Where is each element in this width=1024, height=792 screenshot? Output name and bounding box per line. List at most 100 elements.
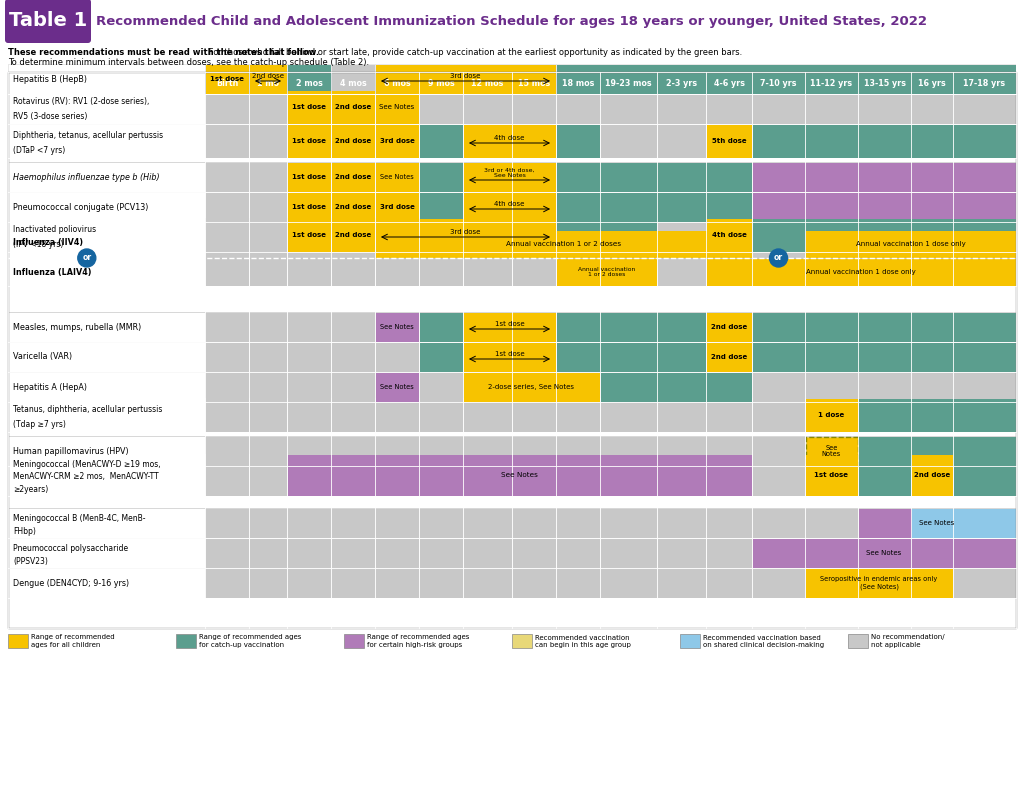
Bar (753, 342, 1016, 371)
Text: 2nd dose: 2nd dose (711, 324, 748, 330)
Bar (250, 90, 287, 124)
Text: These recommendations must be read with the notes that follow.: These recommendations must be read with … (8, 48, 319, 57)
Bar (288, 90, 331, 124)
Bar (376, 455, 419, 496)
Bar (332, 124, 375, 158)
Bar (600, 508, 656, 538)
Bar (376, 219, 419, 252)
Bar (753, 192, 1016, 222)
Text: Table 1: Table 1 (9, 12, 87, 31)
Bar (250, 436, 287, 466)
Text: 7-10 yrs: 7-10 yrs (760, 78, 797, 87)
Bar (8, 192, 205, 222)
Bar (8, 64, 1016, 94)
Bar (512, 124, 555, 158)
Bar (911, 569, 952, 597)
Bar (753, 539, 805, 568)
Text: 2-3 yrs: 2-3 yrs (666, 78, 697, 87)
Bar (806, 313, 857, 341)
Text: Seropositive in endemic areas only
(See Notes): Seropositive in endemic areas only (See … (820, 577, 938, 590)
Bar (753, 64, 805, 93)
Bar (464, 372, 599, 402)
Bar (464, 192, 555, 222)
Bar (420, 313, 463, 341)
Text: or: or (774, 253, 783, 262)
Circle shape (78, 249, 96, 267)
Bar (206, 192, 249, 222)
Bar (8, 398, 1016, 432)
Bar (858, 342, 910, 371)
Bar (288, 192, 331, 222)
Bar (753, 124, 1016, 158)
Bar (332, 398, 375, 432)
Bar (911, 64, 952, 93)
Bar (512, 539, 555, 568)
Bar (556, 313, 599, 341)
Bar (464, 539, 512, 568)
Text: (Tdap ≥7 yrs): (Tdap ≥7 yrs) (13, 420, 66, 429)
Text: 16 yrs: 16 yrs (919, 78, 946, 87)
Bar (806, 539, 857, 568)
Text: Inactivated poliovirus: Inactivated poliovirus (13, 226, 96, 234)
Bar (464, 313, 555, 341)
Bar (556, 192, 752, 222)
Bar (953, 230, 1016, 285)
Bar (657, 398, 706, 432)
Bar (376, 372, 419, 402)
Bar (332, 455, 375, 496)
Bar (911, 313, 952, 341)
Bar (332, 124, 375, 158)
Bar (707, 539, 752, 568)
Bar (250, 313, 287, 341)
Text: (IPV <18 yrs): (IPV <18 yrs) (13, 240, 63, 249)
Text: Influenza (IIV4): Influenza (IIV4) (13, 238, 83, 247)
Bar (376, 313, 419, 341)
Bar (556, 64, 1016, 93)
Bar (420, 230, 463, 285)
Text: Influenza (LAIV4): Influenza (LAIV4) (13, 268, 91, 276)
Text: See Notes: See Notes (379, 104, 415, 110)
Bar (753, 569, 805, 597)
Bar (376, 162, 419, 192)
Bar (464, 162, 512, 192)
Bar (556, 230, 599, 285)
Bar (556, 219, 599, 252)
Bar (556, 313, 706, 341)
Bar (806, 230, 1016, 257)
Bar (953, 398, 1016, 432)
Bar (8, 162, 1016, 192)
Text: 4th dose: 4th dose (495, 135, 524, 141)
Bar (8, 313, 205, 341)
Bar (420, 219, 463, 252)
Bar (250, 455, 287, 496)
Bar (464, 124, 512, 158)
Text: 4 mos: 4 mos (340, 78, 367, 87)
Bar (512, 569, 555, 597)
Text: 19-23 mos: 19-23 mos (605, 78, 652, 87)
Bar (556, 124, 599, 158)
Bar (8, 124, 1016, 158)
Bar (206, 230, 249, 285)
Text: Range of recommended ages
for certain high-risk groups: Range of recommended ages for certain hi… (367, 634, 469, 648)
Bar (420, 313, 463, 341)
Bar (250, 539, 287, 568)
Bar (600, 90, 656, 124)
Bar (376, 124, 419, 158)
Text: (DTaP <7 yrs): (DTaP <7 yrs) (13, 146, 66, 155)
Bar (953, 90, 1016, 124)
Bar (753, 162, 1016, 192)
Bar (806, 455, 857, 496)
Bar (8, 508, 205, 538)
Text: Rotavirus (RV): RV1 (2-dose series),: Rotavirus (RV): RV1 (2-dose series), (13, 97, 150, 106)
Text: Annual vaccination 1 dose only: Annual vaccination 1 dose only (806, 269, 915, 275)
Bar (911, 372, 952, 402)
FancyBboxPatch shape (5, 0, 91, 43)
Bar (753, 162, 805, 192)
Text: Range of recommended ages
for catch-up vaccination: Range of recommended ages for catch-up v… (199, 634, 301, 648)
Bar (376, 219, 555, 252)
Text: Recommended vaccination
can begin in this age group: Recommended vaccination can begin in thi… (535, 634, 631, 648)
Bar (600, 455, 656, 496)
Bar (657, 90, 706, 124)
Bar (332, 162, 375, 192)
Bar (858, 508, 910, 538)
